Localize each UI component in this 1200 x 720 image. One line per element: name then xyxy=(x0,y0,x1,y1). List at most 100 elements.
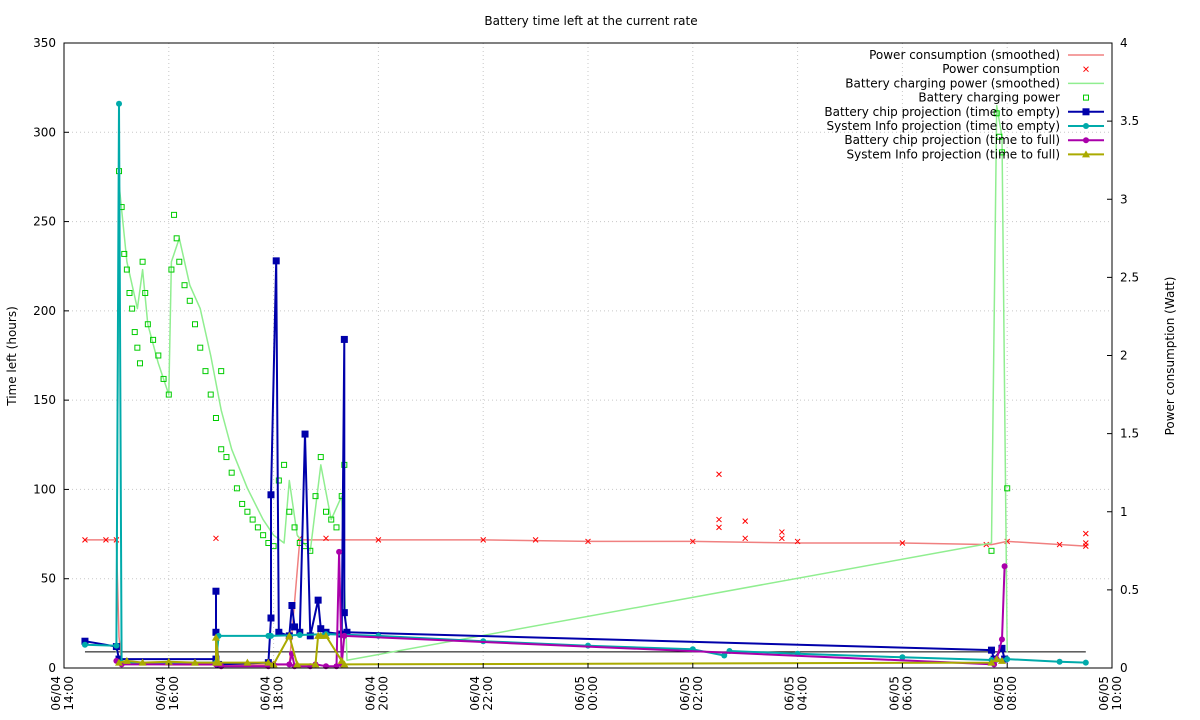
x-tick-label-time: 06:00 xyxy=(900,676,914,711)
data-point xyxy=(244,508,251,515)
y2-axis-label: Power consumption (Watt) xyxy=(1163,277,1177,436)
legend-marker xyxy=(1083,66,1089,73)
data-point xyxy=(323,535,329,542)
y-axis-label: Time left (hours) xyxy=(5,306,19,407)
data-point xyxy=(286,508,293,515)
data-point xyxy=(1082,530,1089,537)
data-point xyxy=(317,454,324,461)
series-2 xyxy=(82,471,1089,549)
series-7 xyxy=(113,548,1008,670)
data-point xyxy=(997,656,1006,664)
data-point xyxy=(301,430,309,438)
data-point xyxy=(716,471,722,478)
data-point xyxy=(1056,658,1063,665)
data-point xyxy=(288,602,296,609)
chart-title: Battery time left at the current rate xyxy=(484,14,697,28)
x-tick-label-date: 06/05 xyxy=(992,676,1006,711)
data-point xyxy=(996,133,1003,140)
data-point xyxy=(103,537,109,543)
x-tick-label-date: 06/05 xyxy=(573,676,587,711)
legend-label: Battery chip projection (time to empty) xyxy=(824,105,1060,119)
legend-entry: Power consumption (smoothed) xyxy=(869,48,1104,62)
data-point xyxy=(1004,656,1011,663)
x-tick-label-time: 14:00 xyxy=(62,676,76,711)
y-tick-label: 250 xyxy=(33,215,56,229)
x-tick-label-date: 06/05 xyxy=(678,676,692,711)
data-point xyxy=(899,654,906,661)
legend-label: Battery charging power xyxy=(918,91,1060,105)
series-line xyxy=(115,104,1008,661)
legend-entry: Battery chip projection (time to full) xyxy=(844,133,1104,147)
data-point xyxy=(323,508,329,515)
data-point xyxy=(134,344,141,351)
x-tick-label-date: 06/05 xyxy=(1097,676,1111,711)
data-point xyxy=(306,632,314,640)
data-point xyxy=(689,538,696,545)
y2-tick-label: 2.5 xyxy=(1120,270,1139,284)
legend-label: Power consumption xyxy=(942,62,1060,76)
data-point xyxy=(223,454,230,461)
data-point xyxy=(207,391,214,398)
data-point xyxy=(275,477,282,484)
data-point xyxy=(742,518,749,524)
legend-label: Power consumption (smoothed) xyxy=(869,48,1060,62)
y2-tick-label: 3 xyxy=(1120,192,1128,206)
data-point xyxy=(82,537,88,543)
data-point xyxy=(168,266,175,273)
data-point xyxy=(191,658,199,666)
data-point xyxy=(998,636,1005,643)
data-point xyxy=(340,335,348,343)
data-point xyxy=(1001,563,1008,570)
data-point xyxy=(115,658,124,666)
data-point xyxy=(779,535,785,542)
data-point xyxy=(585,538,591,545)
x-tick-label-time: 02:00 xyxy=(691,676,705,711)
data-point xyxy=(328,516,335,523)
data-point xyxy=(322,631,330,639)
data-point xyxy=(113,642,120,649)
data-point xyxy=(129,305,136,312)
data-point xyxy=(1056,541,1063,548)
data-point xyxy=(340,660,349,668)
y2-tick-label: 1 xyxy=(1120,505,1128,519)
data-point xyxy=(138,658,147,666)
data-point xyxy=(165,391,172,398)
data-point xyxy=(228,469,235,476)
y2-tick-label: 4 xyxy=(1120,36,1128,50)
data-point xyxy=(160,375,167,382)
x-tick-label: 06/04 14:00 xyxy=(49,676,76,711)
data-point xyxy=(716,516,722,523)
legend: Power consumption (smoothed)Power consum… xyxy=(824,48,1104,161)
data-point xyxy=(260,532,267,539)
legend-entry: Power consumption xyxy=(942,62,1089,76)
data-point xyxy=(267,614,275,622)
y2-tick-label: 0.5 xyxy=(1120,583,1139,597)
y2-tick-label: 1.5 xyxy=(1120,427,1139,441)
x-tick-label: 06/05 08:00 xyxy=(992,676,1019,711)
data-point xyxy=(317,625,325,633)
y-tick-label: 50 xyxy=(41,572,56,586)
data-point xyxy=(214,658,223,666)
data-point xyxy=(272,257,280,265)
data-point xyxy=(139,258,146,265)
x-tick-label-date: 06/04 xyxy=(154,676,168,711)
y2-tick-label: 3.5 xyxy=(1120,114,1139,128)
data-point xyxy=(197,344,204,351)
data-point xyxy=(998,149,1005,156)
legend-entry: Battery chip projection (time to empty) xyxy=(824,105,1104,119)
y2-tick-label: 2 xyxy=(1120,349,1128,363)
data-point xyxy=(314,596,322,604)
x-tick-label: 06/04 18:00 xyxy=(259,676,286,711)
data-point xyxy=(181,282,188,289)
x-tick-label: 06/04 16:00 xyxy=(154,676,181,711)
data-point xyxy=(164,657,173,665)
data-point xyxy=(275,628,283,636)
legend-label: Battery chip projection (time to full) xyxy=(844,133,1060,147)
x-tick-label-date: 06/04 xyxy=(259,676,273,711)
y-tick-label: 200 xyxy=(33,304,56,318)
data-point xyxy=(218,368,225,375)
data-point xyxy=(285,631,294,639)
data-point xyxy=(176,258,183,265)
data-point xyxy=(987,658,996,666)
data-point xyxy=(213,535,219,542)
